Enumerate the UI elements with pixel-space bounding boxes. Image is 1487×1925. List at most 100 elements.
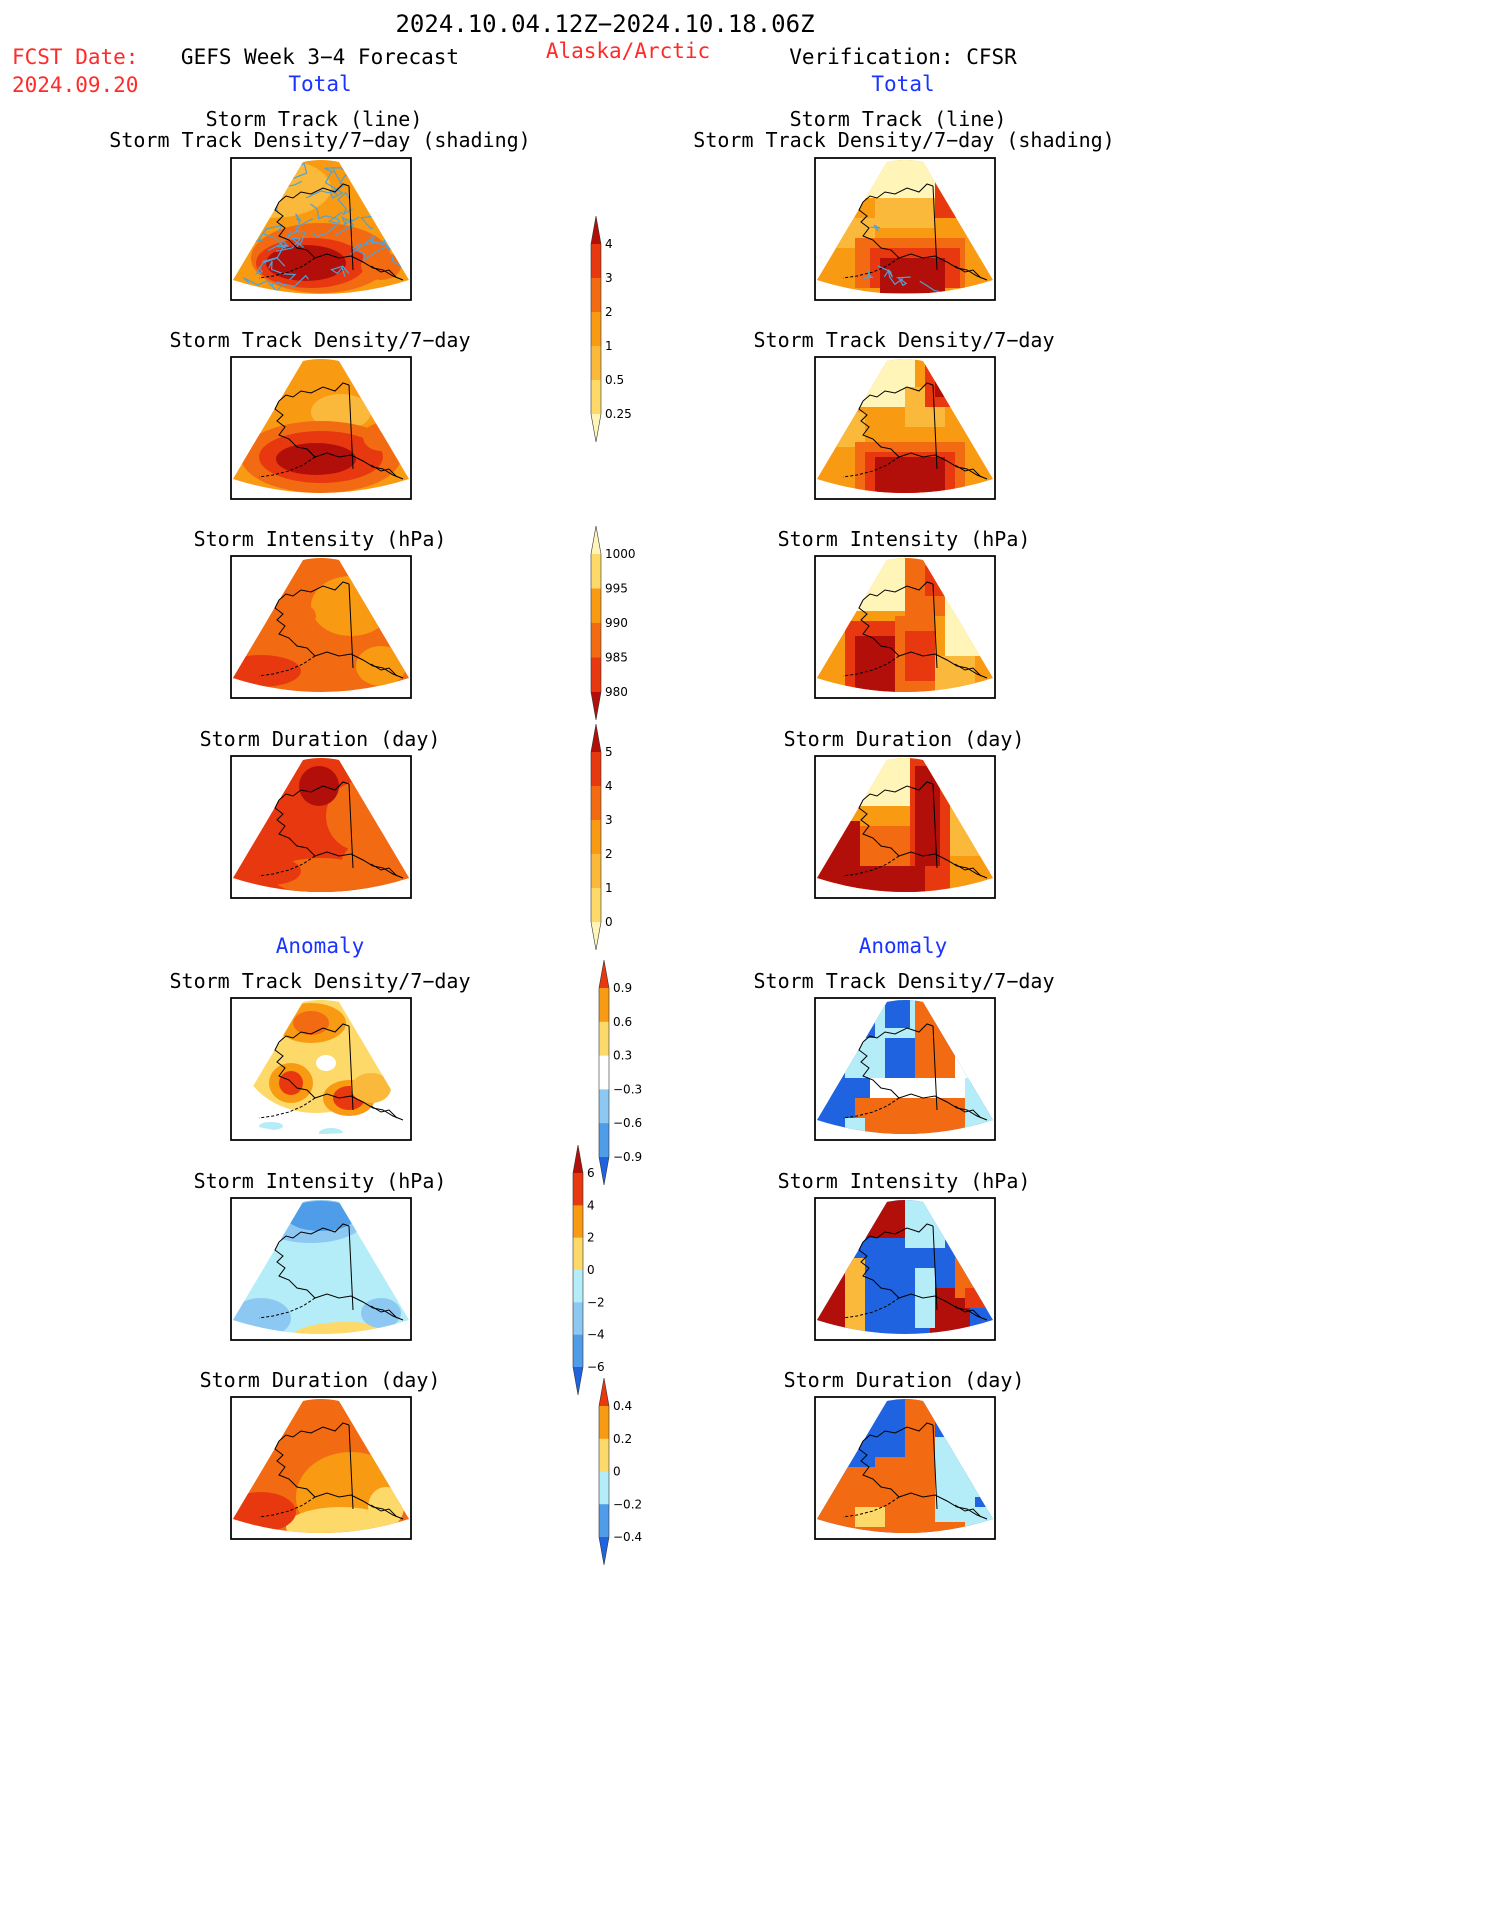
colorbar-top-extension	[573, 1145, 583, 1173]
left-duration-contour-region	[299, 766, 339, 806]
colorbar-tick-label: 4	[605, 237, 613, 251]
coastline	[258, 855, 316, 877]
panel-title-density-left: Storm Track Density/7−day	[169, 328, 471, 352]
colorbar-segment	[591, 854, 601, 889]
colorbar-tick-label: 3	[605, 813, 613, 827]
plot-title: 2024.10.04.12Z−2024.10.18.06Z	[395, 10, 815, 38]
colorbar-segment	[591, 278, 601, 313]
colorbar-bottom-extension	[591, 414, 601, 442]
coastline	[862, 581, 934, 601]
coastline	[862, 1023, 934, 1043]
colorbar-top-extension	[591, 216, 601, 244]
left-density-anom-contour-region	[319, 1128, 343, 1134]
coastline	[370, 464, 398, 478]
left-duration-contour-region	[241, 857, 301, 885]
right-duration-grid-cell	[845, 866, 925, 892]
left-density-anom-panel	[230, 997, 412, 1141]
left-anomaly-heading: Anomaly	[275, 934, 365, 958]
colorbar-bottom-extension	[591, 692, 601, 720]
right-duration-anom-grid-cell	[855, 1507, 885, 1527]
coastline	[862, 1422, 934, 1442]
colorbar-segment	[573, 1205, 583, 1239]
border-line	[348, 1424, 354, 1510]
colorbar-tick-label: 0.6	[613, 1015, 632, 1029]
left-intensity-contour-region	[266, 601, 316, 631]
coastline	[258, 1297, 316, 1319]
colorbar-segment	[591, 244, 601, 279]
colorbar-tick-label: −0.2	[613, 1497, 642, 1511]
colorbar-segment	[599, 1406, 609, 1440]
colorbar-tick-label: 2	[587, 1231, 595, 1245]
colorbar-tick-label: −0.9	[613, 1150, 642, 1164]
colorbar-tick-label: 4	[605, 779, 613, 793]
colorbar-segment	[591, 588, 601, 624]
colorbar-outline	[590, 525, 602, 721]
panel-title-density-anom-left: Storm Track Density/7−day	[169, 969, 471, 993]
left-density-anom-contour-region	[259, 1122, 283, 1130]
panel-title-intensity-anom-right: Storm Intensity (hPa)	[777, 1169, 1031, 1193]
left-duration-panel	[230, 755, 412, 899]
colorbar-top-extension	[591, 526, 601, 554]
colorbar-top-extension	[599, 960, 609, 988]
colorbar-segment	[591, 346, 601, 381]
colorbar-tick-label: 1	[605, 339, 613, 353]
right-density-panel	[814, 356, 996, 500]
colorbar-tick-label: 0.5	[605, 373, 624, 387]
coastline	[862, 781, 934, 801]
left-track-line-panel	[230, 157, 412, 301]
colorbar-segment	[573, 1173, 583, 1206]
colorbar-segment	[599, 1021, 609, 1057]
left-duration-anom-contour-region	[286, 1507, 396, 1533]
colorbar-segment	[599, 988, 609, 1023]
left-duration-anom-contour-region	[368, 1487, 404, 1527]
colorbar-tick-label: −0.4	[613, 1530, 642, 1544]
colorbar-tick-label: 3	[605, 271, 613, 285]
colorbar-tick-label: 1000	[605, 547, 636, 561]
left-intensity-contour-region	[356, 646, 406, 686]
coastline	[370, 1504, 398, 1518]
colorbar-segment	[591, 888, 601, 923]
left-density-panel	[230, 356, 412, 500]
coastline	[954, 1305, 982, 1319]
coastline	[842, 655, 900, 677]
border-line	[932, 185, 938, 271]
right-track-line-panel	[814, 157, 996, 301]
coastline	[278, 1023, 350, 1043]
right-intensity-anom-grid-cell	[845, 1258, 865, 1334]
right-intensity-grid-cell	[855, 636, 895, 692]
border-line	[348, 1025, 354, 1111]
right-track-line-grid-cell	[875, 198, 935, 228]
colorbar-top-extension	[591, 724, 601, 752]
coastline	[278, 1422, 350, 1442]
colorbar-colorbar_duration: 5 4 3 2 1 0	[590, 723, 613, 951]
colorbar-segment	[591, 380, 601, 415]
colorbar-tick-label: −6	[587, 1360, 605, 1374]
colorbar-outline	[572, 1144, 584, 1396]
border-line	[932, 384, 938, 470]
coastline	[370, 863, 398, 877]
left-density-anom-contour-region	[351, 1073, 391, 1103]
colorbar-colorbar_intensity_anom: 6 4 2 0 −2 −4 −6	[572, 1144, 605, 1396]
coastline	[370, 265, 398, 279]
colorbar-tick-label: −4	[587, 1328, 605, 1342]
colorbar-colorbar_intensity: 1000 995 990 985 980	[590, 525, 636, 721]
colorbar-segment	[599, 1123, 609, 1158]
colorbar-outline	[598, 959, 610, 1186]
colorbar-segment	[573, 1237, 583, 1271]
fcst-date-value: 2024.09.20	[12, 73, 139, 97]
colorbar-tick-label: 2	[605, 305, 613, 319]
colorbar-tick-label: 985	[605, 651, 628, 665]
left-total-heading: Total	[288, 72, 352, 96]
left-intensity-panel	[230, 555, 412, 699]
right-density-anom-grid-cell	[870, 1078, 970, 1098]
left-density-anom-contour-region	[279, 1071, 303, 1095]
coastline	[370, 1105, 398, 1119]
colorbar-tick-label: −2	[587, 1295, 605, 1309]
panel-title-duration-left: Storm Duration (day)	[199, 727, 441, 751]
colorbar-tick-label: 1	[605, 881, 613, 895]
right-density-anom-grid-cell	[885, 1000, 910, 1028]
coastline	[954, 1504, 982, 1518]
colorbar-tick-label: 0.9	[613, 981, 632, 995]
colorbar-outline	[590, 723, 602, 951]
